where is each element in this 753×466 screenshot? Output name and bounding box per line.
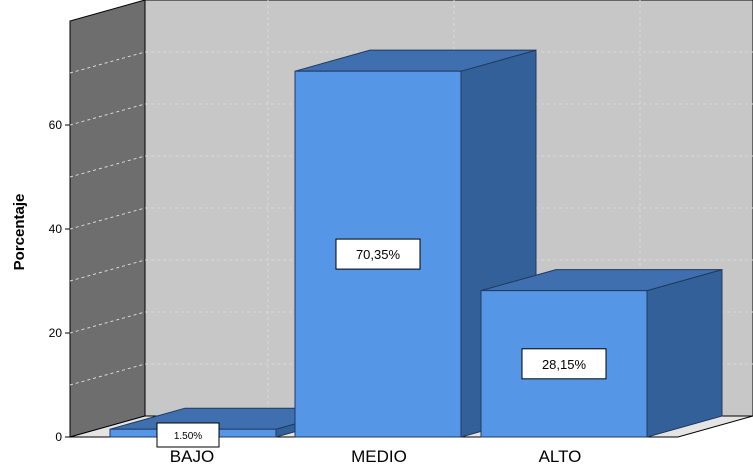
gridline-h bbox=[69, 103, 753, 126]
data-label-box bbox=[335, 238, 421, 270]
bar-medio: 70,35% bbox=[294, 49, 537, 438]
gridline-h bbox=[69, 363, 753, 386]
category-label: BAJO bbox=[170, 447, 214, 466]
data-label-box bbox=[521, 348, 607, 380]
y-axis-title: Porcentaje bbox=[11, 194, 28, 271]
category-label: ALTO bbox=[539, 447, 582, 466]
y-tick-label: 0 bbox=[55, 430, 62, 444]
y-tick-label: 40 bbox=[49, 222, 63, 236]
bar-alto: 28,15% bbox=[480, 268, 723, 438]
gridline-h bbox=[69, 259, 753, 282]
y-tick-label: 60 bbox=[49, 118, 63, 132]
bars: 1.50% 70,35% 28,15% bbox=[109, 49, 723, 448]
data-label: 70,35% bbox=[356, 247, 401, 262]
gridline-h bbox=[69, 155, 753, 178]
y-tick-label: 20 bbox=[49, 326, 63, 340]
gridline-h bbox=[69, 207, 753, 230]
y-axis-ticks: 0 20 40 60 bbox=[49, 118, 70, 444]
data-label-box bbox=[156, 422, 220, 448]
data-label: 1.50% bbox=[174, 431, 202, 442]
gridlines bbox=[69, 0, 753, 416]
category-label: MEDIO bbox=[351, 447, 407, 466]
bar-side bbox=[646, 268, 723, 438]
gridline-h bbox=[69, 311, 753, 334]
data-label: 28,15% bbox=[542, 357, 587, 372]
x-axis-categories: BAJO MEDIO ALTO bbox=[170, 447, 582, 466]
gridline-h bbox=[69, 51, 753, 74]
